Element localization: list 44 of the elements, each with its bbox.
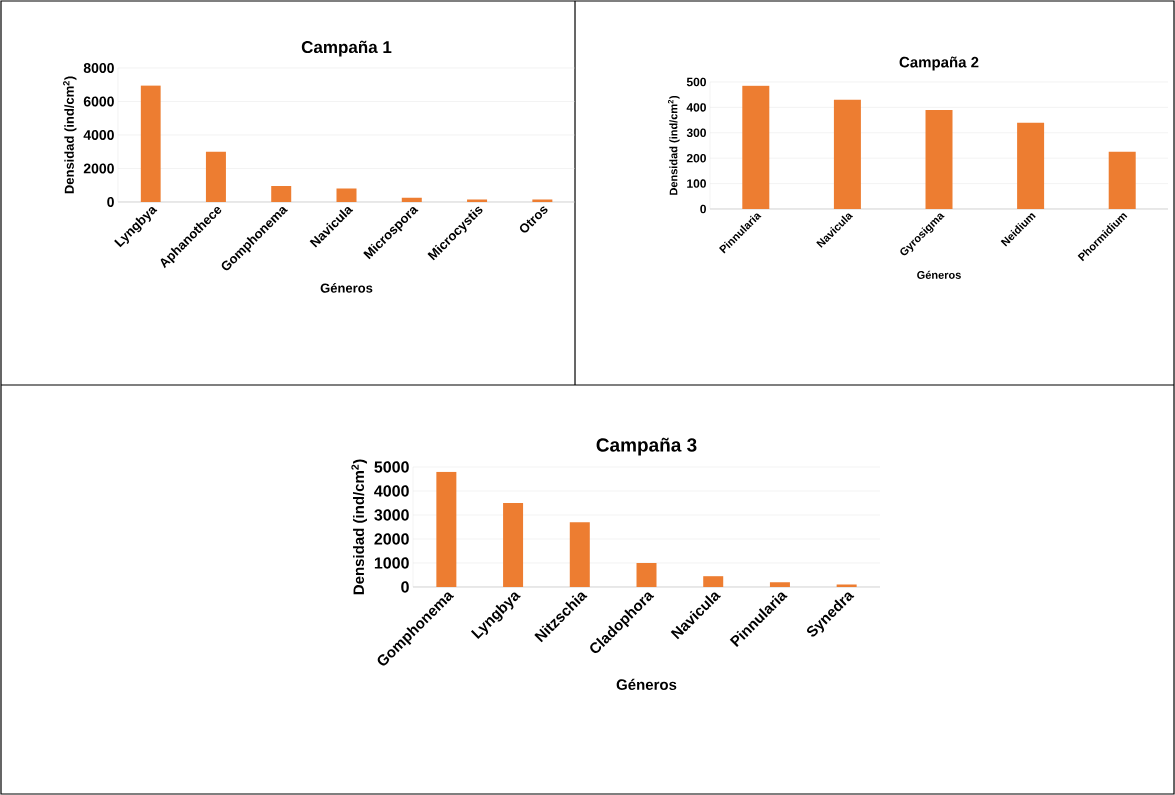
y-tick-label: 300 (686, 128, 706, 138)
bar (140, 85, 161, 202)
bar (742, 85, 770, 209)
y-axis-title: Densidad (ind/cm$^{2}$) (63, 76, 77, 194)
y-tick-label: 4000 (374, 485, 409, 497)
x-axis-title: Géneros (320, 283, 373, 293)
y-tick-label: 100 (687, 179, 706, 188)
y-tick-label: 0 (401, 581, 409, 593)
y-tick-label: 0 (700, 204, 706, 214)
y-tick-label: 3000 (374, 509, 409, 521)
y-tick-label: 4000 (83, 130, 114, 140)
bar (703, 576, 724, 587)
y-tick-label: 8000 (83, 63, 114, 73)
bar (401, 197, 422, 202)
bar (925, 109, 953, 209)
y-tick-label: 1000 (374, 557, 409, 569)
bar (636, 563, 657, 587)
bar (1108, 151, 1136, 209)
bar (205, 151, 226, 202)
bar (769, 582, 790, 587)
y-tick-label: 2000 (374, 533, 409, 545)
bar (271, 186, 292, 202)
y-axis-title: Densidad (ind/cm$^{2}$) (667, 95, 680, 195)
bar (569, 522, 590, 587)
bar (467, 199, 488, 202)
x-axis-title: Géneros (616, 678, 677, 690)
y-tick-label: 6000 (83, 96, 114, 107)
bar (1017, 122, 1045, 209)
chart-title: Campaña 3 (596, 437, 697, 456)
bar (532, 199, 553, 202)
bar (833, 99, 861, 209)
y-tick-label: 200 (686, 153, 706, 163)
y-axis-title: Densidad (ind/cm$^{2}$) (351, 459, 367, 595)
chart-title: Campaña 2 (899, 56, 979, 71)
bar (503, 503, 524, 587)
y-tick-label: 0 (107, 197, 114, 207)
chart-title: Campaña 1 (301, 40, 392, 57)
y-tick-label: 2000 (83, 163, 114, 174)
y-tick-label: 500 (686, 77, 706, 87)
y-tick-label: 5000 (374, 461, 409, 473)
bar (436, 471, 457, 587)
bar (336, 188, 357, 202)
x-axis-title: Géneros (917, 270, 961, 279)
y-tick-label: 400 (686, 103, 706, 112)
